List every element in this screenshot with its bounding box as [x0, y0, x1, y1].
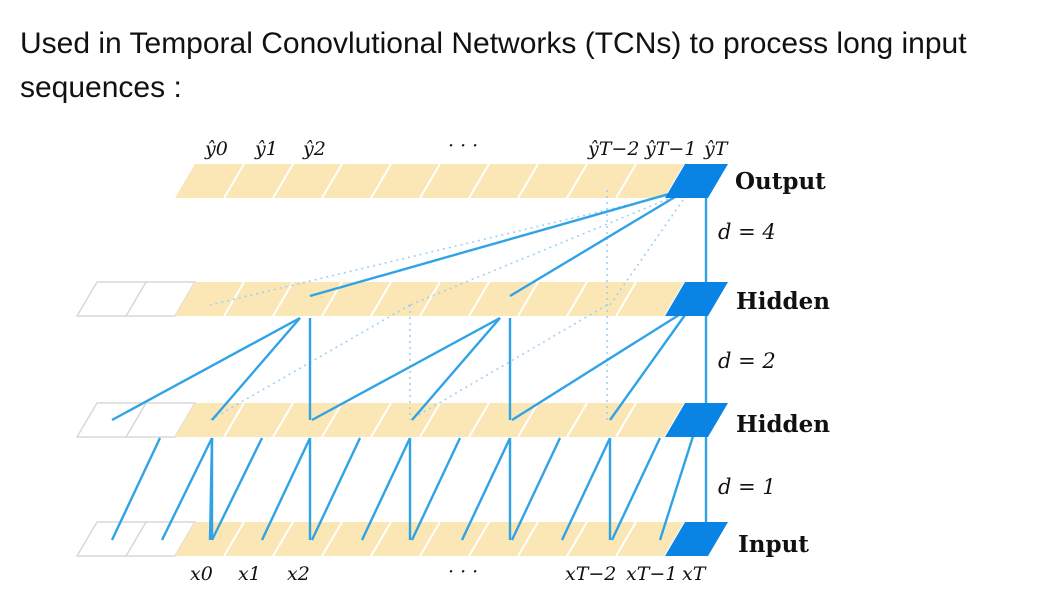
cell-divider: [272, 163, 294, 199]
cell-divider: [566, 521, 588, 557]
connection-line: [211, 317, 301, 421]
connection-line: [511, 306, 691, 422]
input-label-xT: xT: [682, 563, 707, 585]
input-label-xT-1: xT−1: [626, 563, 677, 585]
dilation-label-2: d = 2: [718, 349, 776, 373]
cell-divider: [468, 521, 490, 557]
cell-divider: [517, 521, 539, 557]
caption-text: Used in Temporal Conovlutional Networks …: [20, 27, 967, 104]
cell-divider: [321, 521, 343, 557]
output-label-yT-2: ŷT−2: [587, 138, 639, 160]
connection-line: [510, 437, 562, 541]
output-label-yT: ŷT: [703, 138, 729, 160]
input-label-x1: x1: [238, 563, 261, 585]
padding-cells: [75, 281, 197, 557]
padding-cell: [75, 281, 148, 317]
cell-divider: [517, 281, 539, 317]
cell-divider: [615, 163, 637, 199]
cell-divider: [419, 402, 441, 438]
cell-divider: [566, 163, 588, 199]
output-label-y2: ŷ2: [302, 138, 326, 160]
cell-divider: [321, 163, 343, 199]
layer-label-hidden-2: Hidden: [736, 288, 830, 315]
connections: [110, 186, 697, 541]
cell-divider: [272, 402, 294, 438]
layer-label-input: Input: [738, 531, 809, 558]
cell-divider: [468, 281, 490, 317]
output-last-cell: [665, 164, 728, 198]
cell-divider: [566, 281, 588, 317]
cell-divider: [272, 281, 294, 317]
connection-line: [609, 307, 691, 421]
cell-divider: [223, 402, 245, 438]
cell-dividers: [223, 163, 686, 557]
output-label-yT-1: ŷT−1: [644, 138, 696, 160]
input-label-x2: x2: [287, 563, 310, 585]
cell-divider: [370, 521, 392, 557]
hidden-2-last-cell: [665, 282, 728, 316]
connection-line: [560, 437, 612, 541]
cell-divider: [419, 281, 441, 317]
cell-divider: [517, 402, 539, 438]
hidden-1-last-cell: [665, 403, 728, 437]
cell-divider: [615, 281, 637, 317]
output-label-y0: ŷ0: [204, 138, 228, 160]
connection-line: [460, 437, 512, 541]
cell-divider: [370, 163, 392, 199]
cell-divider: [223, 521, 245, 557]
connection-line: [110, 437, 162, 541]
input-label-xT-2: xT−2: [565, 563, 616, 585]
output-label-dots: · · ·: [448, 135, 478, 157]
input-label-x0: x0: [190, 563, 213, 585]
cell-divider: [615, 521, 637, 557]
cell-divider: [615, 402, 637, 438]
cell-divider: [566, 402, 588, 438]
layer-label-hidden-1: Hidden: [736, 411, 830, 438]
connection-line: [610, 437, 662, 541]
cell-divider: [468, 402, 490, 438]
input-last-cell: [665, 522, 728, 556]
connection-line: [111, 316, 301, 422]
cell-divider: [321, 402, 343, 438]
connection-line: [509, 186, 691, 298]
cell-divider: [370, 402, 392, 438]
hidden-2-padding: [75, 281, 197, 317]
cell-divider: [468, 163, 490, 199]
connection-line: [309, 186, 691, 298]
dilation-label-4: d = 4: [718, 220, 776, 244]
connection-line: [160, 437, 214, 541]
highlighted-cells: [665, 164, 728, 556]
connection-line: [310, 437, 362, 541]
input-label-dots: · · ·: [448, 561, 478, 583]
cell-divider: [370, 281, 392, 317]
dilation-label-1: d = 1: [718, 475, 776, 499]
connection-line: [360, 437, 412, 541]
layer-bands: [175, 164, 705, 556]
connection-line: [658, 429, 697, 541]
cell-divider: [272, 521, 294, 557]
cell-divider: [223, 163, 245, 199]
input-padding: [75, 521, 197, 557]
connection-line: [210, 437, 264, 541]
layer-label-output: Output: [735, 168, 826, 195]
connection-line: [410, 437, 462, 541]
cell-divider: [517, 163, 539, 199]
connection-line: [208, 437, 214, 541]
connection-line: [311, 316, 501, 422]
connection-line: [260, 437, 312, 541]
output-label-y1: ŷ1: [254, 138, 278, 160]
connection-line: [411, 317, 501, 421]
cell-divider: [419, 163, 441, 199]
cell-divider: [419, 521, 441, 557]
